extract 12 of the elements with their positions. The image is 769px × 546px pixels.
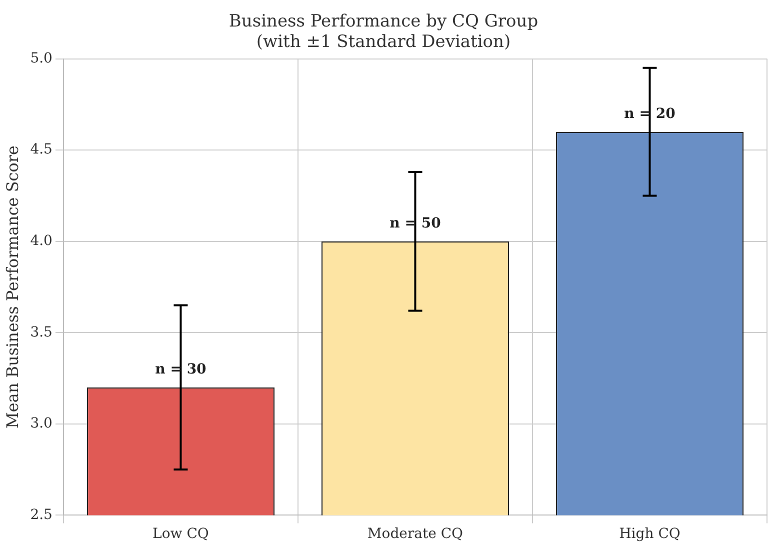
y-tick-label: 3.0: [30, 416, 52, 432]
y-tick-label: 2.5: [30, 506, 52, 523]
x-tick-label: High CQ: [619, 526, 680, 542]
y-tick-label: 4.0: [30, 233, 52, 249]
y-tick-label: 4.5: [30, 142, 52, 158]
y-axis-title: Mean Business Performance Score: [2, 145, 22, 429]
chart-title: Business Performance by CQ Group: [228, 12, 538, 32]
y-tick-label: 5.0: [30, 50, 52, 66]
x-tick-label: Low CQ: [152, 526, 209, 542]
x-tick-label: Moderate CQ: [367, 526, 464, 542]
chart-subtitle: (with ±1 Standard Deviation): [256, 32, 511, 52]
y-tick-label: 3.5: [30, 324, 52, 340]
